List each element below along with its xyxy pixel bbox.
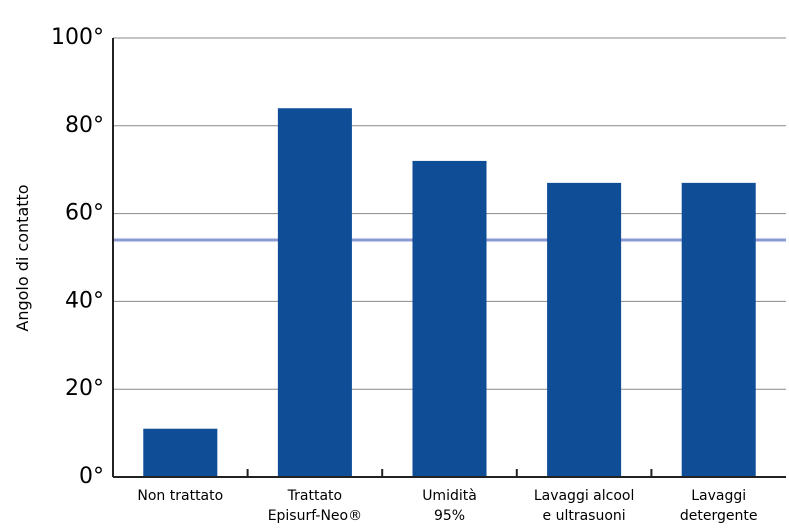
bar	[143, 428, 218, 477]
axes	[112, 38, 786, 478]
y-tick-label: 60°	[65, 201, 104, 226]
y-tick-label: 80°	[65, 113, 104, 138]
category-label: Umidità 95%	[422, 488, 477, 524]
category-label: Non trattato	[137, 488, 223, 504]
y-axis-title: Angolo di contatto	[13, 184, 32, 331]
category-label: Lavaggi alcool e ultrasuoni	[534, 488, 635, 524]
category-label: Lavaggi detergente	[680, 488, 758, 524]
bar	[412, 160, 487, 478]
y-tick-label: 100°	[51, 25, 104, 50]
category-label: Trattato Episurf-Neo®	[268, 488, 362, 524]
y-tick-label: 0°	[79, 464, 104, 489]
bar	[277, 108, 352, 478]
bar	[681, 182, 756, 477]
y-tick-label: 40°	[65, 288, 104, 313]
y-tick-label: 20°	[65, 376, 104, 401]
x-category-labels: Non trattato Trattato Episurf-Neo® Umidità 9…	[137, 488, 757, 524]
y-tick-labels: 0° 20° 40° 60° 80° 100°	[51, 25, 104, 489]
bars	[143, 108, 756, 478]
bar	[547, 182, 622, 477]
